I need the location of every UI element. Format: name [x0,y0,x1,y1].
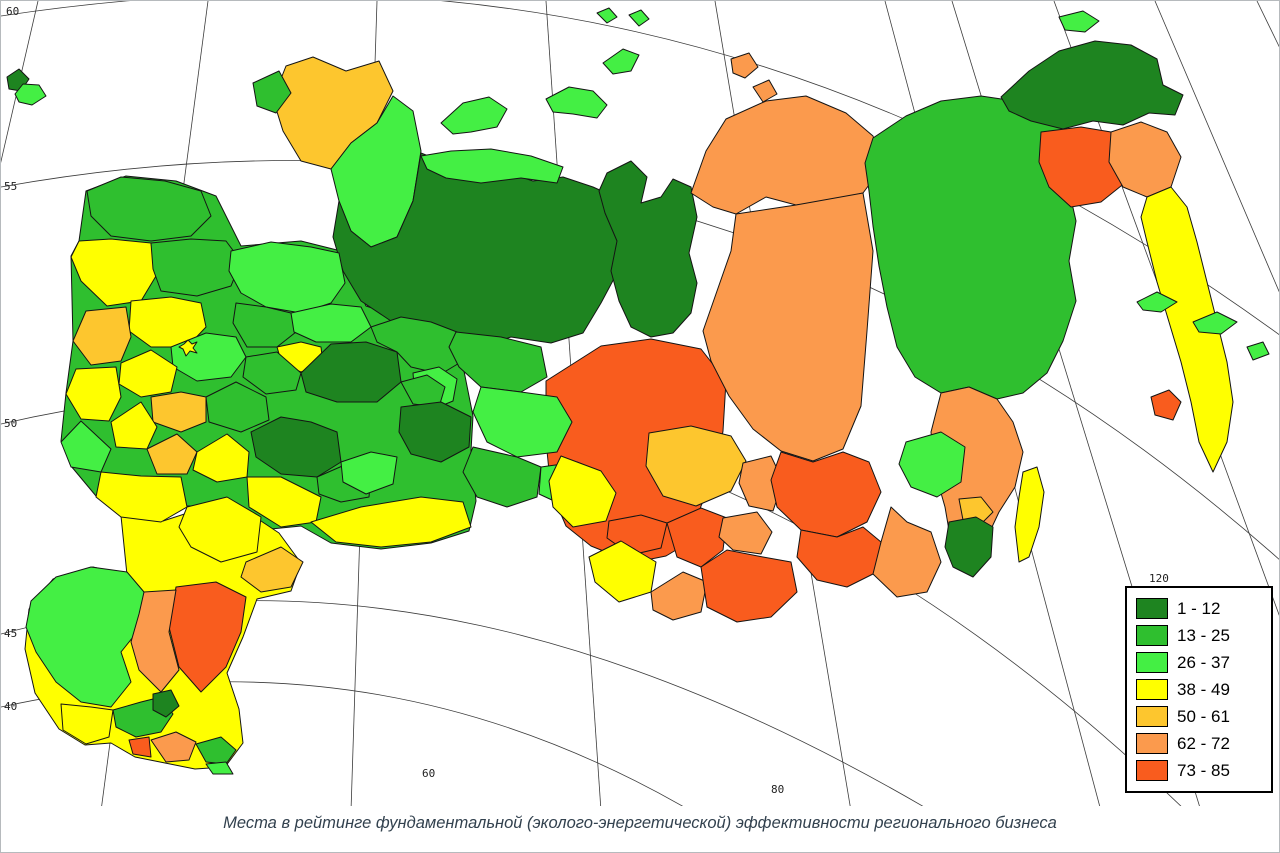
island-region [1136,291,1178,313]
map-region [398,401,472,463]
graticule-label: 80 [771,783,784,796]
map-region [598,160,698,338]
map-region [178,339,198,357]
legend-swatch [1136,679,1168,700]
map-region [650,571,708,621]
map-region [1140,186,1234,473]
map-region [195,736,237,765]
map-region [232,302,297,348]
map-region [898,431,966,498]
map-region [702,192,874,462]
island-region [752,79,778,103]
map-region [1000,40,1184,130]
legend-swatch [1136,625,1168,646]
legend-swatch [1136,706,1168,727]
legend-label: 26 - 37 [1177,652,1230,672]
legend-row: 26 - 37 [1136,649,1265,676]
graticule-label: 60 [422,767,435,780]
legend-row: 13 - 25 [1136,622,1265,649]
island-region [730,52,759,79]
map-region [128,736,152,758]
map-region [666,507,728,568]
map-region [60,703,114,745]
map-region [60,420,112,473]
legend-row: 38 - 49 [1136,676,1265,703]
map-region [205,761,234,775]
graticule-label: 55 [4,180,17,193]
map-region [150,731,197,763]
map-region [700,549,798,623]
map-region [65,366,122,422]
region-layer [6,7,1270,775]
island-region [602,48,640,75]
graticule-label: 60 [6,5,19,18]
map-region [440,96,508,135]
map-region [872,506,942,598]
legend-label: 13 - 25 [1177,625,1230,645]
island-region [1246,341,1270,361]
map-region [462,446,542,508]
legend-row: 50 - 61 [1136,703,1265,730]
map-region [796,526,882,588]
map-region [242,351,302,395]
graticule-label: 120 [1149,572,1169,585]
legend-label: 50 - 61 [1177,706,1230,726]
map-region [1014,466,1045,563]
island-region [1058,10,1100,33]
map-region [1150,389,1182,421]
map-region [152,689,180,718]
legend-row: 1 - 12 [1136,595,1265,622]
map-caption: Места в рейтинге фундаментальной (эколог… [223,814,1057,832]
map-region [205,381,270,433]
legend-swatch [1136,733,1168,754]
map-region [178,496,262,563]
island-region [14,83,47,106]
choropleth-map: 60 55 50 45 40 60 80 120 [1,1,1279,806]
legend-row: 62 - 72 [1136,730,1265,757]
legend-label: 1 - 12 [1177,598,1221,618]
map-region [110,401,158,450]
legend-swatch [1136,598,1168,619]
map-region [340,451,398,495]
island-region [596,7,618,24]
graticule-label: 45 [4,627,17,640]
island-region [1192,311,1238,335]
map-region [168,581,247,693]
map-region [86,176,212,242]
map-region [944,516,994,578]
map-region [1038,126,1132,208]
map-region [95,471,188,523]
island-region [545,86,608,119]
map-region [240,546,304,593]
map-region [25,566,145,708]
legend-label: 62 - 72 [1177,733,1230,753]
map-region [228,241,346,314]
map-region [770,451,882,538]
map-region [400,374,446,408]
map-region [72,306,132,366]
legend-swatch [1136,652,1168,673]
legend-swatch [1136,760,1168,781]
graticule-label: 50 [4,417,17,430]
legend: 1 - 12 13 - 25 26 - 37 38 - 49 50 - 61 6… [1125,586,1273,793]
map-region [645,425,747,507]
map-region [718,511,773,555]
graticule-label: 40 [4,700,17,713]
map-region [150,238,242,297]
map-region [548,455,617,528]
legend-label: 38 - 49 [1177,679,1230,699]
island-region [252,70,292,114]
map-region [420,148,564,184]
map-region [738,455,784,512]
map-region [370,316,462,375]
map-region [472,386,573,458]
map-region [146,433,198,475]
legend-label: 73 - 85 [1177,760,1230,780]
map-region [958,496,994,525]
map-region [290,303,372,343]
island-region [628,9,650,27]
map-region [310,496,472,548]
legend-row: 73 - 85 [1136,757,1265,784]
